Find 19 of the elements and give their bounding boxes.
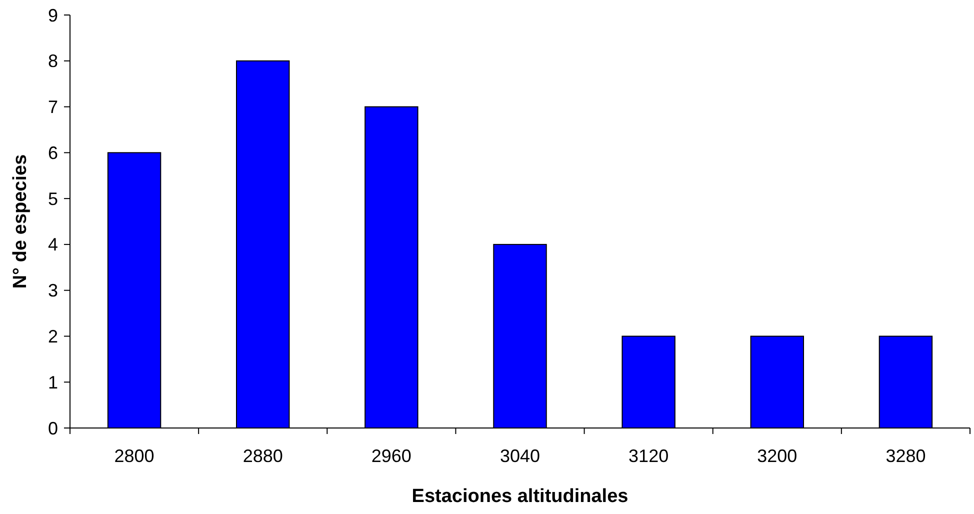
y-tick-label: 8 bbox=[48, 51, 58, 72]
y-tick-label: 2 bbox=[48, 326, 58, 347]
x-tick-label: 3120 bbox=[628, 446, 669, 466]
y-axis-title: N° de especies bbox=[10, 154, 31, 289]
y-tick-label: 5 bbox=[48, 188, 58, 209]
x-tick-label: 2880 bbox=[242, 446, 283, 466]
x-tick-label: 3040 bbox=[500, 446, 540, 466]
y-tick-label: 9 bbox=[48, 5, 58, 26]
y-tick-label: 7 bbox=[48, 97, 58, 118]
y-tick-label: 1 bbox=[48, 372, 58, 392]
y-tick-label: 3 bbox=[48, 280, 58, 301]
y-tick-label: 4 bbox=[48, 234, 58, 255]
x-tick-label: 2960 bbox=[371, 446, 412, 466]
y-tick-label: 6 bbox=[48, 142, 58, 163]
x-tick-label: 3280 bbox=[886, 446, 926, 466]
x-axis-title: Estaciones altitudinales bbox=[412, 486, 628, 507]
y-tick-label: 0 bbox=[48, 418, 58, 438]
x-tick-label: 3200 bbox=[757, 446, 798, 466]
x-tick-label: 2800 bbox=[114, 446, 154, 466]
